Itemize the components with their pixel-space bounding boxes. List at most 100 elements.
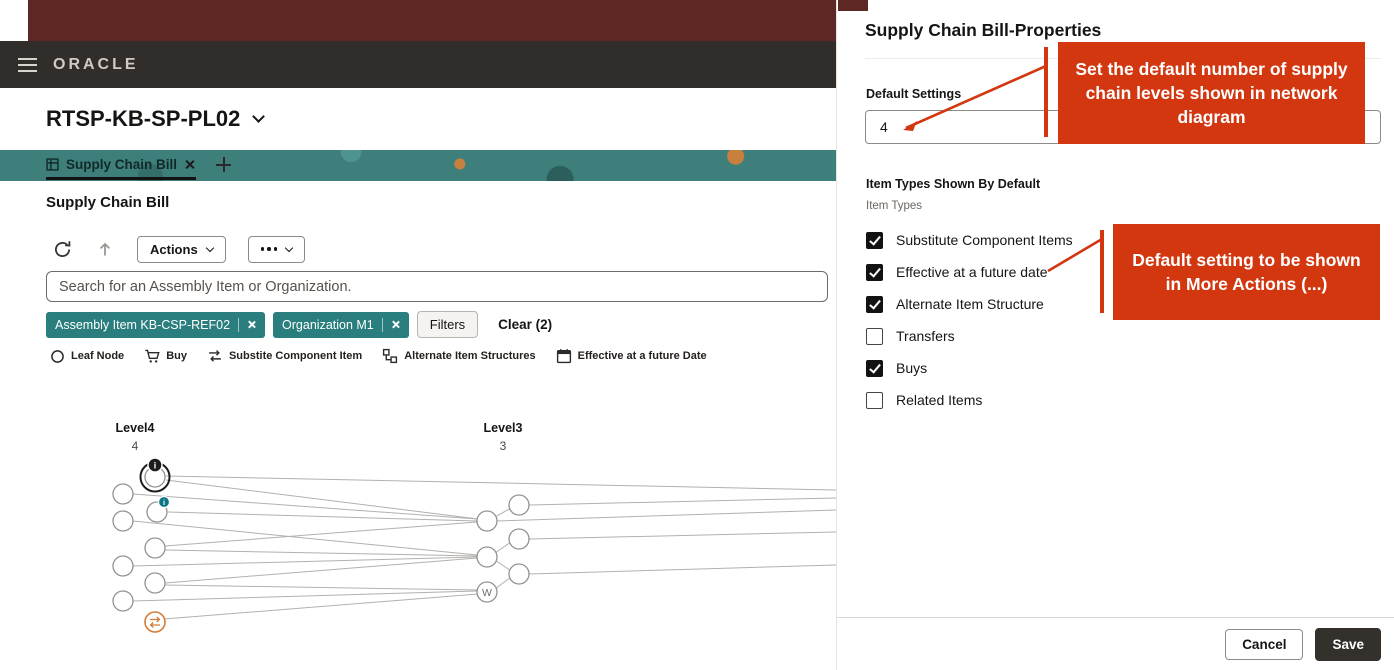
legend-label: Buy bbox=[166, 350, 187, 362]
global-header: ORACLE bbox=[0, 41, 836, 88]
checkbox-label: Buys bbox=[896, 360, 928, 376]
upload-button[interactable] bbox=[95, 239, 115, 259]
diagram-node[interactable] bbox=[112, 510, 134, 532]
level-column-name: Level3 bbox=[484, 421, 523, 435]
checkbox-row-buys[interactable]: Buys bbox=[866, 352, 1073, 384]
checkbox-buys[interactable] bbox=[866, 359, 883, 377]
info-glyph: i bbox=[163, 498, 165, 507]
diagram-node[interactable] bbox=[144, 537, 166, 559]
cart-icon bbox=[145, 349, 160, 363]
level-column-count: 4 bbox=[132, 439, 139, 453]
legend-item-buy: Buy bbox=[144, 348, 187, 364]
tab-supply-chain-bill[interactable]: Supply Chain Bill bbox=[46, 151, 195, 178]
refresh-button[interactable] bbox=[52, 239, 73, 260]
chip-close-icon[interactable] bbox=[391, 320, 400, 329]
checkbox-row-alternate-item-structure[interactable]: Alternate Item Structure bbox=[866, 288, 1073, 320]
annotation-callout-more-actions: Default setting to be shown in More Acti… bbox=[1113, 224, 1380, 320]
legend-item-substitute-component: Substite Component Item bbox=[207, 348, 362, 364]
checkbox-substitute-component-items[interactable] bbox=[866, 231, 883, 249]
oracle-logo: ORACLE bbox=[53, 55, 139, 73]
checkbox-row-effective-future-date[interactable]: Effective at a future date bbox=[866, 256, 1073, 288]
tab-strip-banner bbox=[0, 150, 836, 181]
legend-label: Effective at a future Date bbox=[577, 350, 707, 362]
checkbox-row-related-items[interactable]: Related Items bbox=[866, 384, 1073, 416]
checkbox-label: Related Items bbox=[896, 392, 983, 408]
chip-label: Assembly Item KB-CSP-REF02 bbox=[55, 317, 231, 332]
info-badge-teal-icon bbox=[157, 495, 171, 509]
checkbox-row-substitute-component-items[interactable]: Substitute Component Items bbox=[866, 224, 1073, 256]
page-title: RTSP-KB-SP-PL02 bbox=[46, 106, 241, 131]
chip-divider bbox=[381, 317, 383, 332]
diagram-node[interactable] bbox=[144, 572, 166, 594]
checkbox-row-transfers[interactable]: Transfers bbox=[866, 320, 1073, 352]
main-app-region: ORACLE RTSP-KB-SP-PL02 Supply Chain Bill… bbox=[0, 0, 836, 670]
topbar-fragment bbox=[838, 0, 868, 11]
diagram-node[interactable] bbox=[508, 563, 530, 585]
clear-filters-button[interactable]: Clear (2) bbox=[498, 317, 553, 332]
annotation-callout-default-levels: Set the default number of supply chain l… bbox=[1058, 42, 1365, 144]
checkbox-label: Effective at a future date bbox=[896, 264, 1048, 280]
ellipsis-icon bbox=[260, 247, 278, 251]
tab-label: Supply Chain Bill bbox=[66, 157, 178, 172]
filters-button[interactable]: Filters bbox=[416, 311, 479, 338]
chevron-down-icon[interactable] bbox=[252, 109, 266, 123]
tab-close-icon[interactable] bbox=[184, 159, 195, 170]
toolbar: Actions bbox=[52, 235, 306, 263]
search-input[interactable] bbox=[46, 271, 828, 302]
tab-grid-icon bbox=[46, 158, 59, 171]
checkbox-alternate-item-structure[interactable] bbox=[866, 295, 883, 313]
checkbox-transfers[interactable] bbox=[866, 327, 883, 345]
checkbox-label: Transfers bbox=[896, 328, 955, 344]
save-button[interactable]: Save bbox=[1315, 627, 1381, 661]
menu-icon[interactable] bbox=[18, 57, 37, 72]
annotation-text: Set the default number of supply chain l… bbox=[1075, 59, 1348, 127]
legend-item-effective-date: Effective at a future Date bbox=[556, 348, 707, 364]
item-types-sublabel: Item Types bbox=[866, 200, 923, 212]
page-title-bar: RTSP-KB-SP-PL02 bbox=[0, 88, 836, 150]
chip-divider bbox=[238, 317, 240, 332]
chip-label: Organization M1 bbox=[282, 317, 374, 332]
diagram-node[interactable] bbox=[508, 528, 530, 550]
diagram-edges bbox=[132, 475, 836, 620]
diagram-node[interactable] bbox=[508, 494, 530, 516]
diagram-node-w[interactable] bbox=[476, 581, 498, 603]
supply-chain-diagram: Level4 4 Level3 3 bbox=[112, 421, 836, 633]
w-node-label: W bbox=[482, 587, 492, 599]
item-types-checkbox-list: Substitute Component Items Effective at … bbox=[866, 224, 1073, 416]
diagram-node[interactable] bbox=[476, 546, 498, 568]
diagram-node[interactable] bbox=[112, 555, 134, 577]
checkbox-related-items[interactable] bbox=[866, 391, 883, 409]
info-badge-icon bbox=[147, 457, 163, 473]
diagram-node[interactable] bbox=[112, 483, 134, 505]
level-column-name: Level4 bbox=[116, 421, 155, 435]
annotation-text: Default setting to be shown in More Acti… bbox=[1132, 250, 1361, 294]
filters-button-label: Filters bbox=[429, 317, 466, 332]
swap-arrows-icon bbox=[209, 350, 221, 362]
more-actions-button[interactable] bbox=[247, 235, 306, 263]
chip-close-icon[interactable] bbox=[247, 320, 256, 329]
panel-title: Supply Chain Bill-Properties bbox=[865, 20, 1102, 40]
chip-organization[interactable]: Organization M1 bbox=[273, 311, 409, 338]
window-topbar bbox=[28, 0, 836, 41]
filter-chips-row: Assembly Item KB-CSP-REF02 Organization … bbox=[46, 311, 552, 338]
panel-footer: Cancel Save bbox=[837, 617, 1394, 670]
actions-button-label: Actions bbox=[150, 241, 198, 257]
actions-button[interactable]: Actions bbox=[137, 235, 226, 263]
diagram-node[interactable] bbox=[112, 590, 134, 612]
diagram-node[interactable] bbox=[476, 510, 498, 532]
circle-icon bbox=[51, 349, 64, 363]
chevron-down-icon bbox=[284, 243, 294, 252]
cancel-button[interactable]: Cancel bbox=[1225, 628, 1304, 660]
checkbox-label: Alternate Item Structure bbox=[896, 296, 1044, 312]
add-tab-button[interactable] bbox=[216, 157, 231, 172]
chip-assembly-item[interactable]: Assembly Item KB-CSP-REF02 bbox=[46, 311, 266, 338]
checkbox-effective-future-date[interactable] bbox=[866, 263, 883, 281]
diagram-legend: Leaf Node Buy Substite Component Item bbox=[50, 348, 707, 364]
upload-arrow-icon bbox=[99, 242, 111, 256]
substitute-node[interactable] bbox=[144, 611, 166, 633]
legend-item-leaf-node: Leaf Node bbox=[50, 349, 124, 364]
active-tab-underline bbox=[46, 177, 196, 180]
swap-arrows-icon bbox=[149, 616, 161, 628]
legend-label: Alternate Item Structures bbox=[404, 350, 536, 362]
